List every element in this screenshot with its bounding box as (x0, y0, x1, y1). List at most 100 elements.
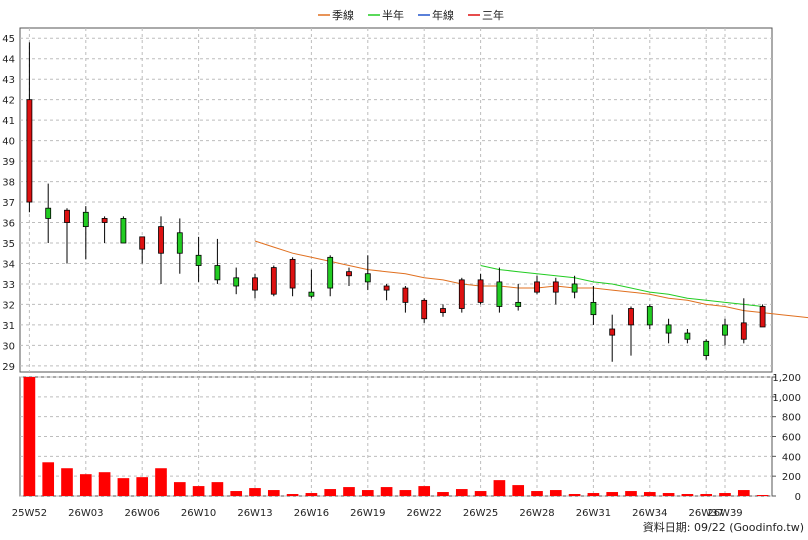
x-tick-label: 26W16 (294, 508, 329, 519)
candle-body (477, 279, 484, 303)
price-tick-label: 36 (2, 219, 15, 230)
volume-bar (737, 490, 750, 496)
data-date-source: 資料日期: 09/22 (Goodinfo.tw) (643, 520, 804, 534)
candle-body (515, 301, 522, 307)
candle-body (308, 291, 315, 297)
volume-bar (211, 482, 224, 496)
candle-body (684, 332, 691, 340)
x-tick-label: 26W19 (350, 508, 385, 519)
candle-body (628, 308, 634, 326)
volume-bar (719, 493, 731, 496)
candle-body (64, 209, 70, 223)
volume-bar (173, 482, 186, 496)
volume-bar (625, 491, 637, 496)
x-tick-label: 26W06 (125, 508, 160, 519)
candle-body (233, 277, 240, 287)
volume-bar (79, 474, 92, 496)
volume-tick-label: 400 (782, 452, 801, 463)
price-tick-label: 40 (2, 137, 15, 148)
candle-body (458, 279, 465, 309)
candle-body (590, 301, 597, 316)
candle-body (120, 218, 127, 244)
x-tick-label: 26W13 (237, 508, 272, 519)
candle-body (496, 281, 503, 307)
volume-bar (286, 494, 299, 496)
volume-tick-label: 0 (795, 492, 801, 503)
candle-body (383, 285, 390, 291)
candle-body (327, 256, 334, 289)
volume-bar (324, 489, 337, 496)
candle-body (740, 322, 747, 340)
candle-body (759, 306, 766, 328)
volume-bar (98, 472, 111, 496)
candle-body (101, 218, 108, 223)
candle-body (252, 277, 258, 291)
candle-body (82, 211, 89, 228)
volume-bar (549, 490, 562, 496)
volume-bar (267, 490, 280, 496)
price-tick-label: 37 (2, 198, 15, 209)
legend-label: 三年 (482, 8, 504, 22)
volume-tick-label: 1,000 (772, 393, 801, 404)
candle-body (364, 273, 371, 283)
candle-body (214, 265, 221, 281)
x-tick-label: 26W03 (68, 508, 103, 519)
volume-bar (437, 492, 449, 496)
volume-bar (662, 493, 675, 496)
volume-plot-frame (19, 376, 773, 497)
volume-bar (700, 494, 713, 496)
price-tick-label: 31 (2, 321, 15, 332)
x-tick-label: 26W37 (689, 508, 724, 519)
volume-panel: 0 200 400 600 800 1,000 1,200 (19, 373, 801, 503)
volume-bar (23, 377, 36, 496)
volume-bar (230, 491, 243, 496)
price-tick-label: 30 (2, 341, 15, 352)
volume-bar (531, 491, 543, 496)
volume-tick-label: 1,200 (772, 373, 801, 384)
half-year-ma-line (480, 265, 763, 307)
candle-body (289, 258, 296, 289)
x-tick-label: 26W25 (463, 508, 498, 519)
legend-label: 季線 (332, 8, 354, 22)
candle-body (571, 283, 578, 293)
volume-bar (380, 487, 393, 496)
price-tick-label: 33 (2, 280, 15, 291)
price-tick-label: 29 (2, 362, 15, 373)
candle-body (176, 232, 183, 254)
volume-tick-label: 200 (782, 472, 801, 483)
candle-body (703, 340, 710, 357)
volume-bar (474, 491, 487, 496)
candle-body (139, 236, 146, 250)
volume-bar (418, 486, 431, 496)
x-tick-label: 26W34 (632, 508, 667, 519)
chart-legend: 季線 半年 年線 三年 (318, 8, 504, 22)
volume-bar (155, 468, 167, 496)
volume-bar (512, 485, 525, 496)
volume-bar (643, 492, 656, 496)
legend-label: 年線 (432, 8, 454, 22)
volume-bar (756, 495, 769, 496)
volume-bar (192, 486, 205, 496)
price-tick-label: 38 (2, 178, 15, 189)
candle-body (270, 267, 277, 295)
candle-body (158, 226, 164, 254)
volume-bar (455, 489, 468, 496)
candle-body (45, 207, 52, 219)
volume-bar (361, 490, 374, 496)
volume-bar (61, 468, 73, 496)
volume-bar (606, 492, 619, 496)
x-tick-label: 26W28 (519, 508, 554, 519)
price-tick-label: 45 (2, 34, 15, 45)
volume-bar (568, 494, 581, 496)
x-tick-label: 25W52 (12, 508, 47, 519)
price-tick-label: 34 (2, 259, 15, 270)
candle-body (421, 299, 428, 320)
candle-body (552, 281, 559, 293)
candle-body (646, 306, 653, 326)
candle-body (609, 328, 616, 336)
volume-bar (399, 490, 412, 496)
x-tick-label: 26W39 (707, 508, 742, 519)
volume-tick-label: 600 (782, 433, 801, 444)
volume-bar (305, 493, 318, 496)
volume-bar (681, 494, 694, 496)
